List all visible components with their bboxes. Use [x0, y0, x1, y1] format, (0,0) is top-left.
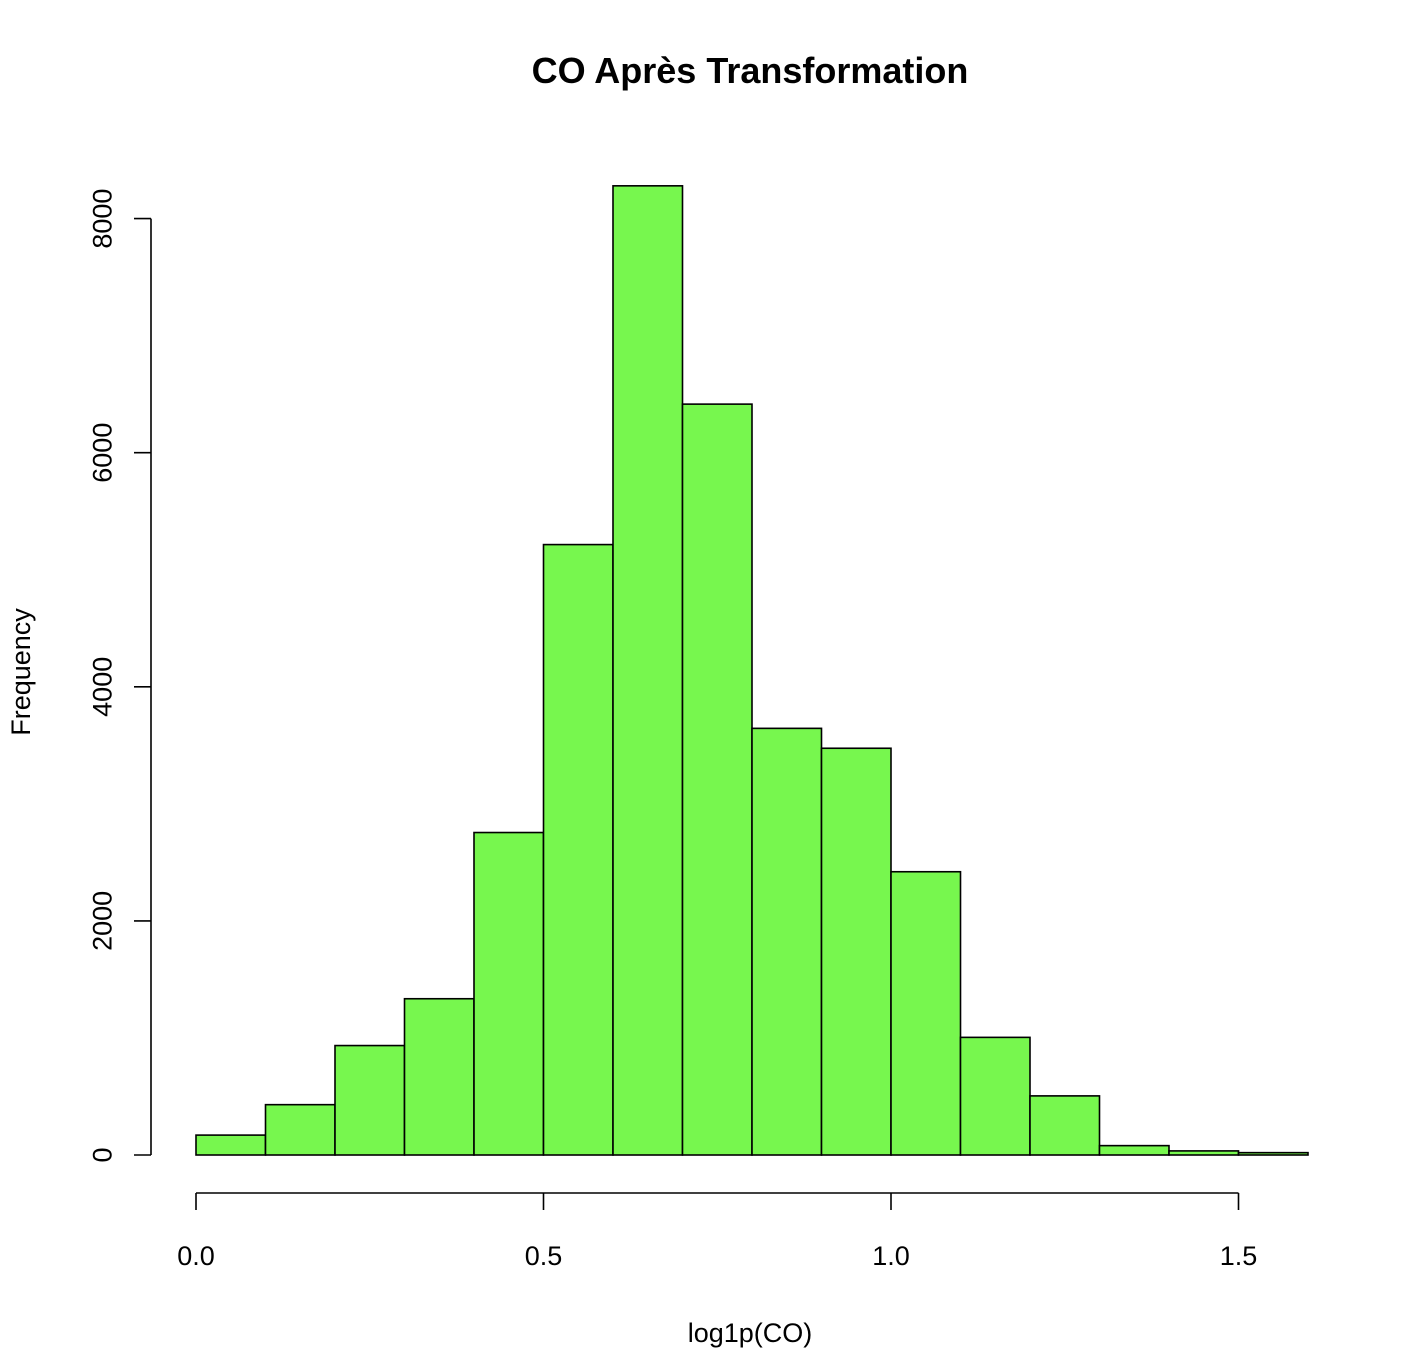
x-tick-label: 1.0: [872, 1241, 910, 1271]
histogram-bar-5: [542, 543, 614, 1156]
histogram-bar-2: [334, 1044, 406, 1156]
chart-title: CO Après Transformation: [532, 50, 969, 91]
histogram-bar-1: [264, 1103, 336, 1156]
histogram-bar-15: [1237, 1151, 1309, 1156]
y-tick-label: 2000: [88, 891, 118, 951]
histogram-bar-4: [473, 831, 545, 1156]
histogram-bar-11: [959, 1036, 1031, 1156]
histogram-bar-0: [195, 1134, 267, 1156]
y-tick-label: 4000: [88, 657, 118, 717]
histogram-bar-7: [681, 403, 753, 1156]
x-axis: 0.0 0.5 1.0 1.5: [177, 1192, 1258, 1271]
histogram-bar-10: [890, 870, 962, 1156]
y-tick-label: 0: [88, 1147, 118, 1162]
x-tick-label: 1.5: [1220, 1241, 1258, 1271]
y-axis-label: Frequency: [6, 608, 36, 736]
y-tick-label: 8000: [88, 189, 118, 249]
histogram-bar-6: [612, 185, 684, 1156]
histogram-bar-9: [820, 747, 892, 1156]
x-axis-label: log1p(CO): [688, 1318, 813, 1348]
histogram-bar-3: [403, 997, 475, 1156]
histogram-bar-14: [1168, 1150, 1240, 1156]
histogram-bar-13: [1098, 1144, 1170, 1156]
histogram-bar-12: [1029, 1095, 1101, 1156]
x-tick-label: 0.0: [177, 1241, 215, 1271]
y-tick-label: 6000: [88, 423, 118, 483]
bars-group: [195, 185, 1309, 1156]
x-tick-label: 0.5: [525, 1241, 563, 1271]
histogram-bar-8: [751, 727, 823, 1156]
y-axis: 0 2000 4000 6000 8000: [88, 189, 152, 1163]
